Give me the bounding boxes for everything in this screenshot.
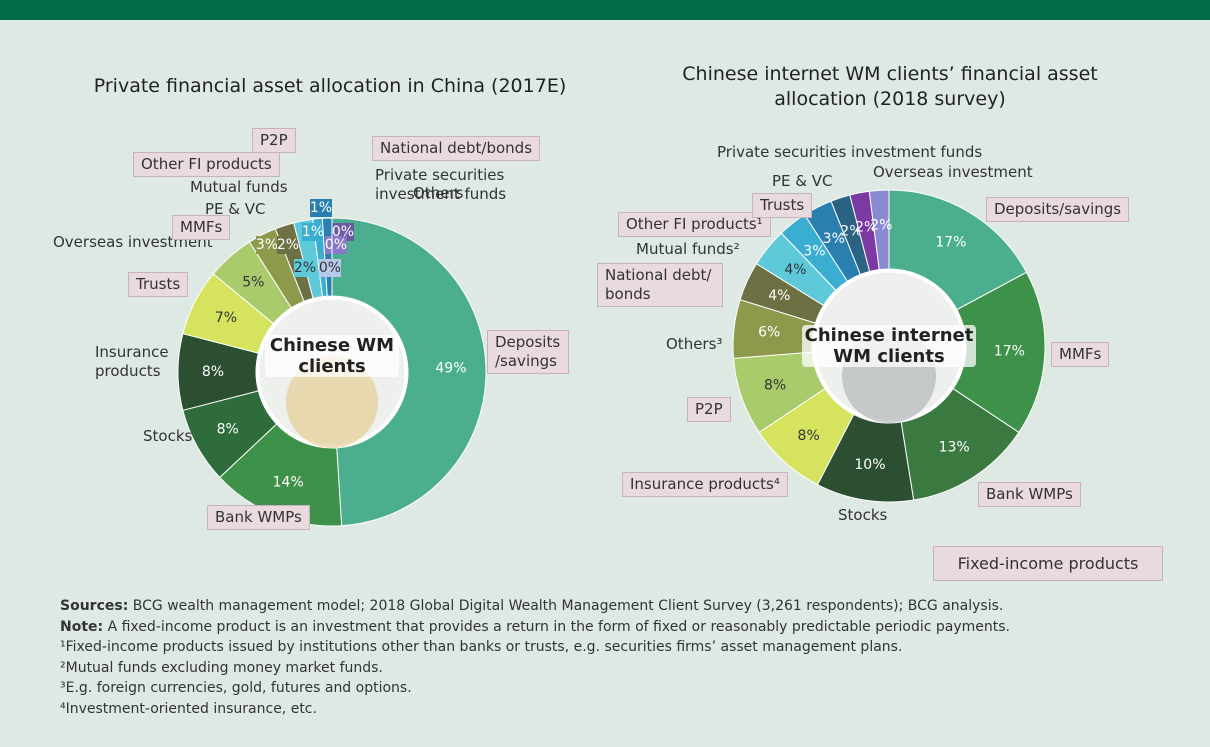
value-label: 4% bbox=[784, 262, 806, 278]
category-label: Deposits /savings bbox=[487, 330, 569, 374]
category-label: MMFs bbox=[1051, 342, 1110, 367]
slice bbox=[331, 217, 487, 527]
value-label: 2% bbox=[840, 224, 862, 240]
category-label: Private securities investment funds bbox=[375, 166, 507, 203]
value-label: 4% bbox=[768, 288, 790, 304]
chart-title: Private financial asset allocation in Ch… bbox=[93, 75, 567, 97]
notes: Sources: BCG wealth management model; 20… bbox=[60, 596, 1190, 719]
slice bbox=[888, 189, 1028, 311]
category-label: P2P bbox=[252, 128, 296, 153]
note-label: Note: bbox=[60, 618, 104, 635]
note-text: A fixed-income product is an investment … bbox=[107, 618, 1010, 635]
value-label: 5% bbox=[242, 275, 264, 291]
category-label: Insurance products bbox=[95, 343, 169, 380]
category-label: Private securities investment funds bbox=[717, 143, 983, 161]
value-label: 8% bbox=[764, 377, 786, 393]
value-label: 2% bbox=[855, 220, 877, 236]
category-label: Mutual funds bbox=[190, 178, 288, 196]
footnote: ³E.g. foreign currencies, gold, futures … bbox=[60, 680, 412, 696]
footnote: ²Mutual funds excluding money market fun… bbox=[60, 659, 383, 676]
value-label-box bbox=[325, 236, 347, 254]
chart-title: Chinese internet WM clients’ financial a… bbox=[682, 63, 1098, 110]
value-label: 3% bbox=[256, 237, 278, 253]
sources-text: BCG wealth management model; 2018 Global… bbox=[132, 598, 1004, 614]
value-label: 49% bbox=[435, 360, 466, 376]
value-label: 1% bbox=[310, 200, 332, 216]
value-label: 1% bbox=[302, 224, 324, 240]
value-label: 8% bbox=[202, 364, 224, 380]
value-label: 3% bbox=[803, 243, 825, 259]
value-label: 14% bbox=[273, 475, 304, 491]
category-label: National debt/bonds bbox=[372, 136, 541, 161]
category-label: Bank WMPs bbox=[978, 482, 1081, 507]
category-label: Insurance products⁴ bbox=[622, 472, 788, 497]
value-label: 10% bbox=[854, 457, 885, 473]
value-label: 8% bbox=[798, 428, 820, 444]
value-label-box bbox=[256, 236, 278, 254]
value-label-box bbox=[302, 223, 324, 241]
category-label: Mutual funds² bbox=[636, 240, 740, 258]
category-label: Deposits/savings bbox=[986, 197, 1130, 222]
category-label: Trusts bbox=[752, 193, 813, 218]
value-label: 17% bbox=[935, 235, 966, 251]
value-label: 6% bbox=[758, 325, 780, 341]
sources: Sources: BCG wealth management model; 20… bbox=[60, 596, 1190, 617]
center-label: Chinese internet WM clients bbox=[802, 325, 976, 367]
center-label: Chinese WM clients bbox=[265, 335, 399, 377]
value-label-box bbox=[277, 236, 299, 254]
note: Note: A fixed-income product is an inves… bbox=[60, 617, 1190, 638]
category-label: PE & VC bbox=[772, 172, 833, 190]
category-label: Others bbox=[413, 184, 464, 202]
category-label: PE & VC bbox=[205, 200, 266, 218]
footnote: ¹Fixed-income products issued by institu… bbox=[60, 639, 903, 655]
value-label: 7% bbox=[215, 310, 237, 326]
category-label: Others³ bbox=[666, 335, 723, 353]
category-label: Overseas investment bbox=[873, 163, 1033, 181]
category-label: Other FI products¹ bbox=[618, 212, 771, 237]
value-label: 13% bbox=[939, 439, 970, 455]
slice bbox=[868, 189, 890, 271]
header-band bbox=[0, 0, 1210, 20]
value-label: 2% bbox=[294, 260, 316, 276]
center-image-shade bbox=[286, 356, 378, 448]
category-label: National debt/ bonds bbox=[597, 263, 723, 307]
category-label: MMFs bbox=[172, 215, 231, 240]
category-label: P2P bbox=[687, 397, 731, 422]
value-label: 2% bbox=[277, 237, 299, 253]
value-label: 3% bbox=[823, 231, 845, 247]
category-label: Bank WMPs bbox=[207, 505, 310, 530]
value-label: 0% bbox=[319, 260, 341, 276]
legend-fixed-income: Fixed-income products bbox=[933, 546, 1163, 581]
value-label-box bbox=[319, 259, 341, 277]
category-label: Stocks bbox=[838, 506, 888, 524]
value-label-box bbox=[294, 259, 316, 277]
category-label: Stocks bbox=[143, 427, 193, 445]
footnote: ⁴Investment-oriented insurance, etc. bbox=[60, 700, 317, 717]
value-label: 8% bbox=[217, 421, 239, 437]
value-label: 0% bbox=[325, 237, 347, 253]
category-label: Trusts bbox=[128, 272, 189, 297]
value-label: 17% bbox=[994, 344, 1025, 360]
value-label-box bbox=[310, 199, 332, 217]
category-label: Other FI products bbox=[133, 152, 280, 177]
value-label: 2% bbox=[870, 218, 892, 234]
sources-label: Sources: bbox=[60, 598, 129, 614]
